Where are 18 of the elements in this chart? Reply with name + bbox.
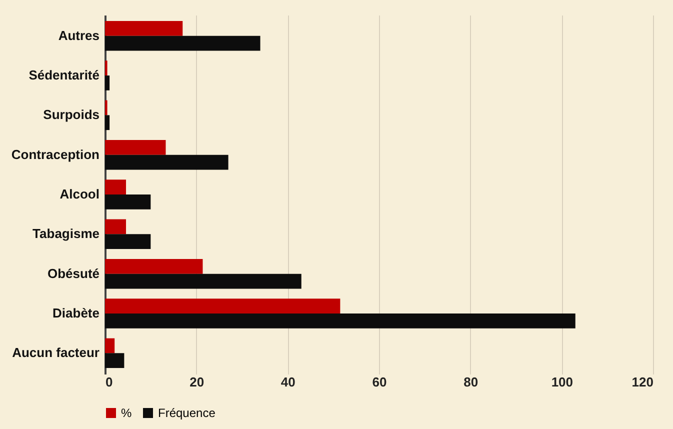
x-tick-label: 40 <box>280 374 296 390</box>
y-tick-label: Obésuté <box>47 266 100 281</box>
y-tick-label: Autres <box>58 28 100 43</box>
y-tick-label: Contraception <box>11 146 100 162</box>
y-tick-label: Sédentarité <box>28 67 100 82</box>
y-tick-label: Diabète <box>52 306 100 321</box>
y-tick-label: Aucun facteur <box>12 345 100 360</box>
x-tick-label: 120 <box>632 374 654 390</box>
y-tick-label: Surpoids <box>43 107 100 122</box>
x-tick-label: 60 <box>372 374 387 390</box>
x-tick-label: 0 <box>106 374 113 390</box>
x-tick-label: 100 <box>551 374 574 390</box>
x-tick-label: 20 <box>190 374 204 390</box>
x-tick-label: 80 <box>464 374 478 390</box>
legend-label: % <box>121 406 132 420</box>
legend-label: Fréquence <box>158 406 216 420</box>
y-tick-label: Tabagisme <box>32 226 100 242</box>
y-tick-label: Alcool <box>60 186 100 202</box>
